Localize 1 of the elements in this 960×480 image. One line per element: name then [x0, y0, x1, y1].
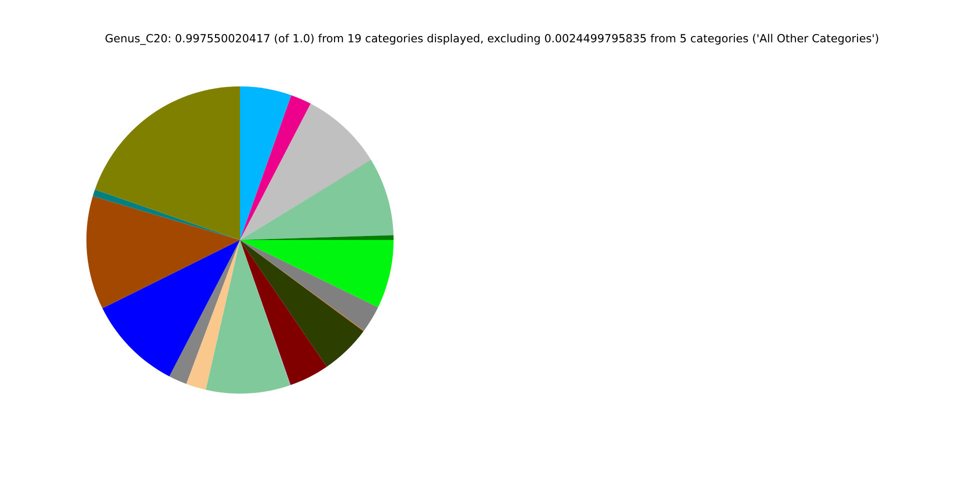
text: Genus_C20: 0.997550020417 (of 1.0) from 19 categories displayed, excluding 0.0024499795835 from 5 categories ('All Other Categories')	[106, 34, 878, 45]
